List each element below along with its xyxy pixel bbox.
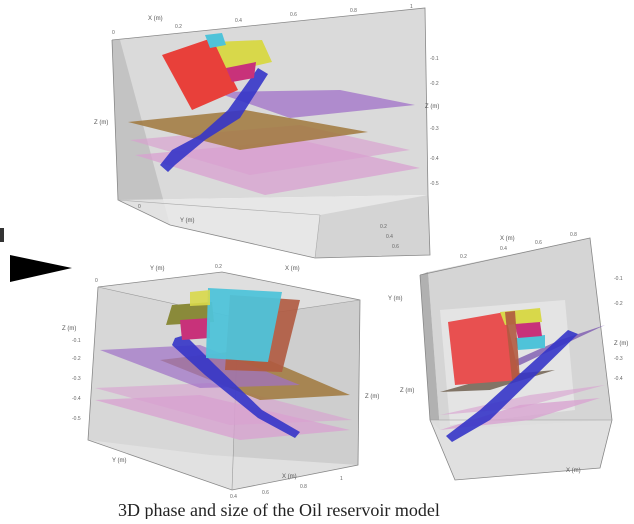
top-tick-z: -0.1 bbox=[430, 56, 439, 62]
br-pink-layer bbox=[440, 385, 605, 415]
top-tick-z: -0.5 bbox=[430, 181, 439, 187]
top-3d-view: X (m) Y (m) Z (m) Z (m) 0 0.2 0.4 0.6 0.… bbox=[94, 4, 439, 259]
br-axis-label-z-left: Z (m) bbox=[400, 388, 414, 394]
bl-axis-label-y-bottom: Y (m) bbox=[112, 458, 127, 464]
top-tick-z: -0.2 bbox=[430, 81, 439, 87]
top-tick-x: 1 bbox=[410, 4, 413, 10]
top-blue-fault bbox=[160, 68, 268, 172]
bl-cyan-block bbox=[206, 288, 282, 362]
br-cyan-block bbox=[515, 335, 545, 350]
bl-axis-label-z-left: Z (m) bbox=[62, 326, 76, 332]
bl-tick-z: -0.2 bbox=[72, 356, 81, 362]
top-tick-x: 0.8 bbox=[350, 8, 357, 14]
bl-magenta-block bbox=[180, 318, 210, 340]
bl-axis-label-x-bottom: X (m) bbox=[282, 474, 297, 480]
top-purple-layer bbox=[215, 90, 415, 118]
bl-box-bottom-face bbox=[88, 440, 358, 490]
bl-yellow-block bbox=[190, 290, 210, 306]
bl-tick-x-bottom: 1 bbox=[340, 476, 343, 482]
br-blue-fault bbox=[446, 330, 578, 442]
top-axis-label-x: X (m) bbox=[148, 16, 163, 22]
bl-pink-layer bbox=[95, 383, 352, 425]
cropped-left-mark bbox=[0, 228, 4, 242]
br-tick-x: 0.8 bbox=[570, 232, 577, 238]
bl-tick-z: -0.5 bbox=[72, 416, 81, 422]
bl-tick-x-bottom: 0.8 bbox=[300, 484, 307, 490]
top-box-right-face bbox=[315, 195, 430, 258]
bl-tick-x: 0 bbox=[95, 278, 98, 284]
br-axis-label-z-right: Z (m) bbox=[614, 341, 628, 347]
br-tick-x: 0.2 bbox=[460, 254, 467, 260]
top-red-block bbox=[162, 38, 238, 110]
top-axis-label-y: Y (m) bbox=[180, 218, 195, 224]
br-axis-label-y-left: Y (m) bbox=[388, 296, 403, 302]
br-tick-z: -0.2 bbox=[614, 301, 623, 307]
br-box-front-face bbox=[430, 420, 612, 480]
top-box-edge bbox=[117, 199, 321, 216]
bl-tick-x-bottom: 0.6 bbox=[262, 490, 269, 496]
top-tick-x: 0 bbox=[112, 30, 115, 36]
br-axis-label-x-bottom: X (m) bbox=[566, 468, 581, 474]
br-box-left-face bbox=[420, 272, 440, 430]
top-axis-label-z-right: Z (m) bbox=[425, 104, 439, 110]
br-tick-z: -0.1 bbox=[614, 276, 623, 282]
top-yellow-block bbox=[214, 40, 272, 72]
top-tick-y: 0.6 bbox=[392, 244, 399, 250]
br-magenta-block bbox=[515, 322, 542, 338]
bl-tick-z: -0.4 bbox=[72, 396, 81, 402]
top-cyan-block bbox=[205, 33, 226, 48]
br-tick-x: 0.4 bbox=[500, 246, 507, 252]
br-tick-z: -0.4 bbox=[614, 376, 623, 382]
bottom-right-3d-view: X (m) Y (m) Z (m) Z (m) X (m) 0.2 0.4 0.… bbox=[388, 232, 628, 481]
figure-caption: 3D phase and size of the Oil reservoir m… bbox=[118, 500, 440, 519]
top-tick-y: 0.4 bbox=[386, 234, 393, 240]
top-tick-z: -0.3 bbox=[430, 126, 439, 132]
bl-tick-z: -0.1 bbox=[72, 338, 81, 344]
bl-axis-label-y-top: Y (m) bbox=[150, 266, 165, 272]
bl-axis-label-x-top: X (m) bbox=[285, 266, 300, 272]
top-box-edge bbox=[314, 214, 321, 259]
top-tick-y: 0 bbox=[138, 204, 141, 210]
bl-tick-z: -0.3 bbox=[72, 376, 81, 382]
bl-box-edges bbox=[87, 271, 361, 491]
top-box-edges bbox=[111, 7, 431, 259]
bl-axis-label-z-right: Z (m) bbox=[365, 394, 379, 400]
bottom-left-3d-view: Y (m) X (m) Z (m) Z (m) Y (m) X (m) 0 0.… bbox=[62, 264, 379, 500]
top-tick-z: -0.4 bbox=[430, 156, 439, 162]
br-red-block bbox=[448, 312, 520, 385]
top-tick-x: 0.2 bbox=[175, 24, 182, 30]
br-brown-strip bbox=[505, 311, 520, 380]
top-magenta-block bbox=[226, 62, 256, 82]
top-box-left-face bbox=[112, 40, 170, 225]
bl-blue-fault bbox=[172, 335, 300, 438]
bl-tick-x-bottom: 0.4 bbox=[230, 494, 237, 500]
arrow-left-icon bbox=[10, 255, 72, 282]
top-tick-x: 0.4 bbox=[235, 18, 242, 24]
br-tick-x: 0.6 bbox=[535, 240, 542, 246]
top-axis-label-z-left: Z (m) bbox=[94, 120, 108, 126]
top-tick-x: 0.6 bbox=[290, 12, 297, 18]
top-orange-layer bbox=[128, 110, 368, 150]
br-tick-z: -0.3 bbox=[614, 356, 623, 362]
top-tick-y: 0.2 bbox=[380, 224, 387, 230]
br-axis-label-x-top: X (m) bbox=[500, 236, 515, 242]
bl-tick-x: 0.2 bbox=[215, 264, 222, 270]
